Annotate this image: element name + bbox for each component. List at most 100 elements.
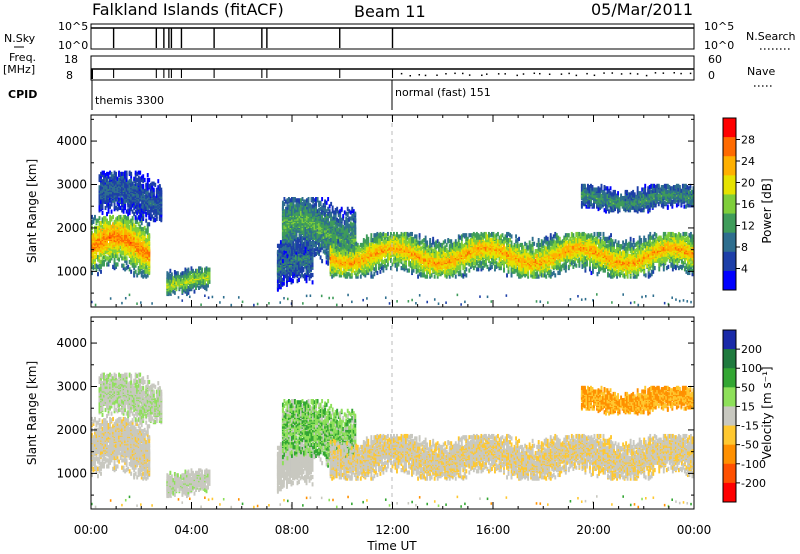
- power-cell: [303, 235, 305, 241]
- power-cell: [321, 212, 324, 218]
- power-cell: [379, 263, 382, 268]
- power-cell: [151, 188, 154, 194]
- power-cell: [148, 177, 151, 183]
- power-cell: [349, 221, 352, 226]
- power-cell: [389, 231, 392, 237]
- power-cell: [302, 266, 305, 272]
- power-cell: [121, 217, 124, 222]
- power-cell: [287, 207, 290, 213]
- power-cell: [155, 209, 158, 214]
- power-cell: [157, 187, 160, 192]
- nsearch-tick-high: 10^5: [704, 20, 734, 33]
- power-cell: [371, 241, 374, 246]
- power-cell: [152, 187, 155, 192]
- power-cell: [166, 290, 169, 295]
- power-cell: [303, 244, 305, 249]
- nave-dot: [611, 72, 614, 74]
- power-cell: [140, 183, 143, 189]
- power-cell: [303, 210, 305, 215]
- power-cell: [125, 170, 128, 175]
- power-cell: [327, 214, 330, 219]
- nave-dot: [486, 73, 488, 75]
- power-cell: [139, 230, 142, 235]
- power-cell: [285, 279, 288, 284]
- power-cell: [107, 171, 110, 177]
- power-cell: [351, 209, 354, 214]
- power-cell: [367, 270, 370, 276]
- power-cell: [338, 273, 341, 278]
- power-cell: [155, 187, 158, 192]
- power-cell: [101, 217, 104, 222]
- power-cell: [122, 230, 125, 235]
- power-cell: [142, 202, 145, 207]
- power-cell: [290, 251, 293, 256]
- power-cell: [157, 196, 160, 201]
- power-cell: [140, 270, 143, 276]
- power-cell: [121, 225, 124, 231]
- power-cell: [302, 274, 305, 279]
- power-cell: [313, 232, 316, 237]
- power-cell: [319, 243, 322, 248]
- power-cell: [124, 217, 127, 222]
- power-cell: [338, 242, 341, 248]
- power-cell: [101, 262, 104, 267]
- power-cell: [351, 216, 354, 221]
- nave-dot: [560, 73, 563, 75]
- power-cell: [103, 223, 105, 228]
- power-cell: [94, 250, 96, 255]
- power-cell: [303, 199, 305, 204]
- power-cell: [104, 192, 107, 197]
- power-cell: [340, 238, 343, 243]
- power-cell: [296, 249, 299, 255]
- power-cell: [290, 238, 293, 243]
- power-cell: [342, 216, 345, 221]
- power-cell: [184, 273, 187, 278]
- power-cell: [341, 242, 344, 248]
- power-cell: [136, 171, 139, 177]
- power-cell: [287, 226, 290, 231]
- power-cell: [284, 243, 287, 248]
- power-cell: [94, 214, 96, 220]
- power-cell: [104, 216, 107, 221]
- power-cell: [106, 262, 108, 267]
- power-cell: [104, 205, 107, 211]
- power-cell: [113, 253, 116, 259]
- power-cell: [348, 223, 351, 228]
- power-cell: [279, 275, 282, 280]
- power-cell: [346, 272, 349, 277]
- power-cell: [133, 211, 136, 217]
- power-cell: [115, 230, 118, 235]
- power-cell: [315, 246, 318, 252]
- power-cell: [343, 229, 346, 235]
- power-cell: [110, 216, 113, 221]
- power-cell: [351, 226, 354, 231]
- power-cell: [94, 259, 96, 265]
- power-cell: [143, 225, 146, 231]
- power-cell: [100, 199, 102, 204]
- power-cell: [352, 223, 355, 228]
- beam-title: Beam 11: [354, 2, 426, 21]
- power-cell: [146, 181, 149, 186]
- power-cell: [306, 211, 308, 216]
- power-cell: [367, 268, 370, 273]
- power-cell: [309, 235, 311, 241]
- power-cell: [136, 227, 139, 232]
- power-cell: [374, 236, 377, 242]
- power-cell: [300, 248, 302, 253]
- power-cell: [103, 216, 105, 221]
- nave-dot: [522, 73, 525, 75]
- power-echo-cells: [91, 170, 694, 307]
- power-cell: [301, 226, 304, 231]
- power-cell: [364, 239, 367, 244]
- power-cell: [344, 256, 347, 261]
- power-cell: [140, 227, 143, 232]
- power-cell: [281, 211, 284, 216]
- power-cell: [322, 217, 325, 222]
- power-cell: [145, 218, 148, 223]
- power-cell: [106, 196, 108, 201]
- power-cell: [313, 211, 316, 216]
- power-cell: [304, 276, 306, 281]
- power-cell: [294, 237, 296, 242]
- power-cell: [101, 256, 104, 261]
- power-cell: [339, 227, 342, 232]
